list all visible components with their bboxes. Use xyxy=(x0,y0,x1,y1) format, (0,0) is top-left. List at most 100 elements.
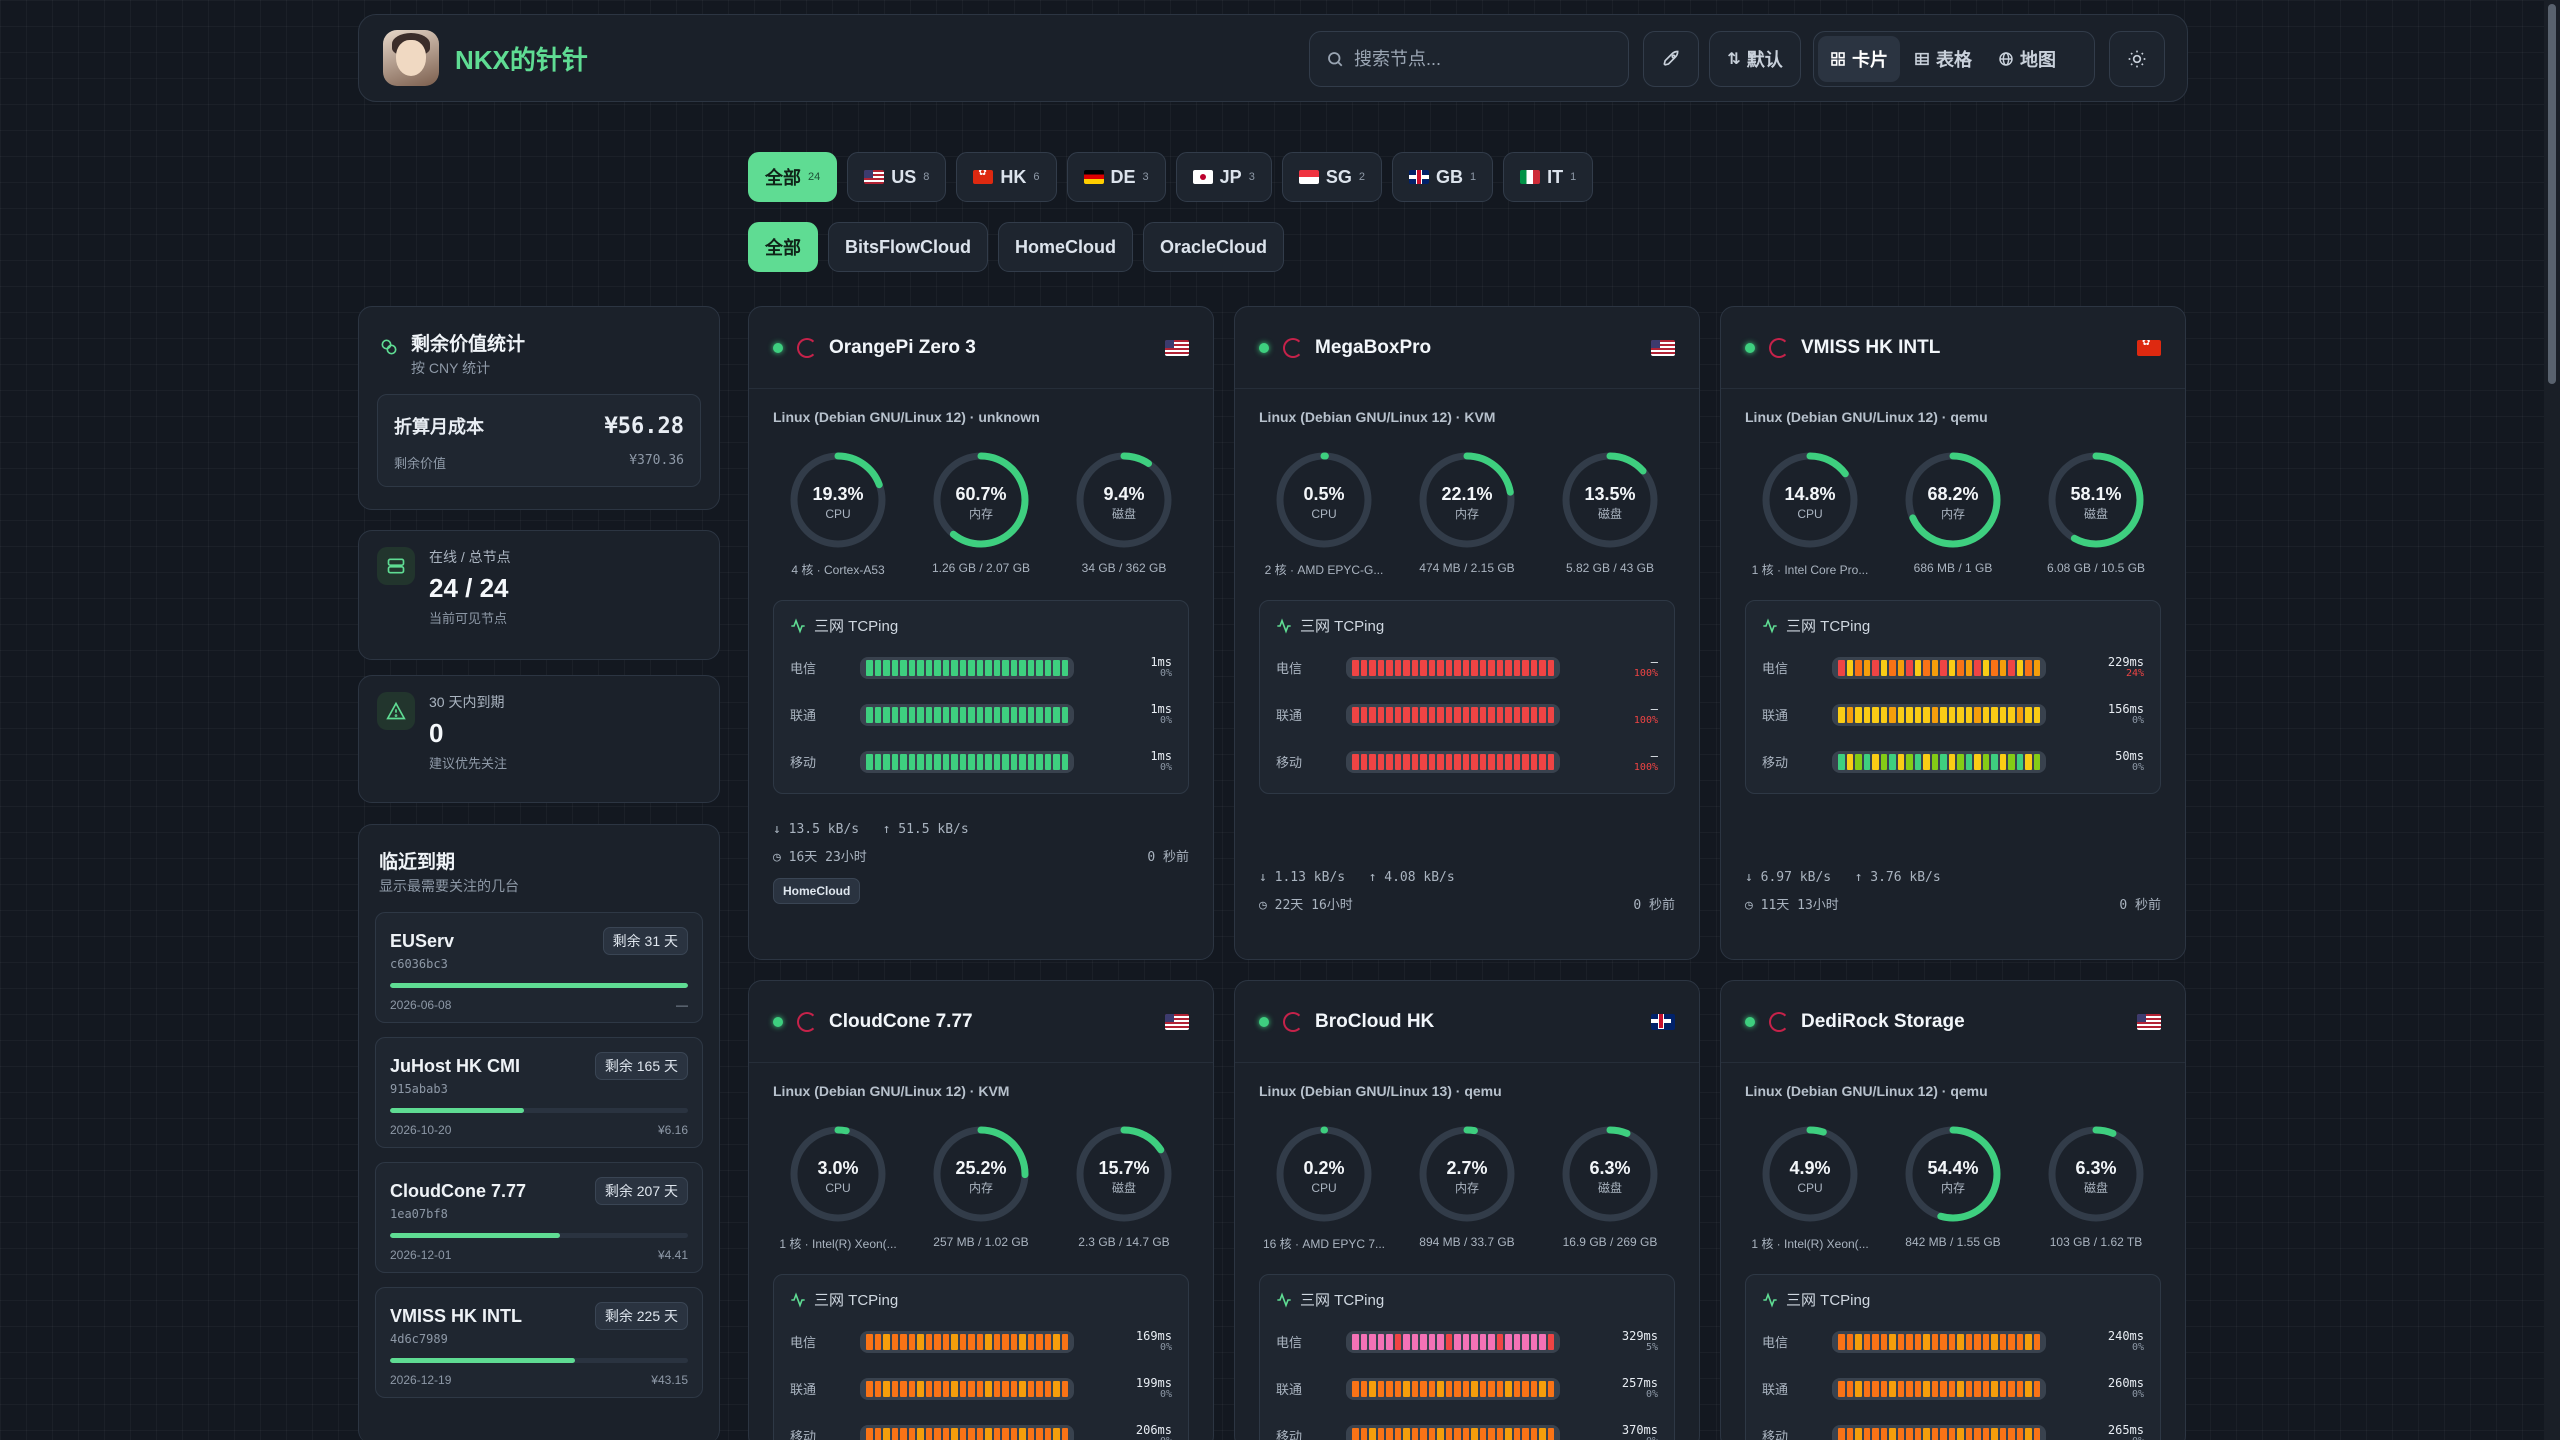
cpu-gauge-arc xyxy=(790,1126,886,1222)
node-name: DediRock Storage xyxy=(1801,1010,1965,1032)
days-left-badge: 剩余 225 天 xyxy=(594,1302,688,1330)
group-chip[interactable]: HomeCloud xyxy=(997,222,1133,272)
ping-sample-bar xyxy=(1974,1427,1981,1440)
search-box[interactable] xyxy=(1309,31,1629,87)
region-chip-all[interactable]: 全部 24 xyxy=(748,152,838,202)
ping-sample-bar xyxy=(942,1427,949,1440)
region-chip-hk[interactable]: HK 6 xyxy=(956,152,1057,202)
remaining-progress-fill xyxy=(390,1358,575,1363)
ping-sample-bar xyxy=(1053,1333,1060,1350)
cpu-gauge-arc xyxy=(1762,452,1858,548)
node-card[interactable]: OrangePi Zero 3 Linux (Debian GNU/Linux 1… xyxy=(748,306,1214,960)
node-card[interactable]: CloudCone 7.77 Linux (Debian GNU/Linux 12… xyxy=(748,980,1214,1440)
group-chip[interactable]: BitsFlowCloud xyxy=(828,222,988,272)
last-update: 0 秒前 xyxy=(1633,897,1675,913)
upcoming-item[interactable]: EUServ 剩余 31 天 c6036bc3 2026-06-08 — xyxy=(375,912,703,1023)
ping-sample-bar xyxy=(934,1333,941,1350)
region-chip-us[interactable]: US 8 xyxy=(847,152,947,202)
rocket-button[interactable] xyxy=(1643,31,1699,87)
cpu-gauge: 4.9% CPU xyxy=(1762,1126,1858,1222)
view-table-button[interactable]: 表格 xyxy=(1902,36,1984,82)
node-card[interactable]: VMISS HK INTL Linux (Debian GNU/Linux 12)… xyxy=(1720,306,2186,960)
mem-gauge-arc xyxy=(1419,1126,1515,1222)
ping-sample-bar xyxy=(2008,1427,2015,1440)
mem-percent: 22.1% xyxy=(1441,484,1492,504)
region-chip-it[interactable]: IT 1 xyxy=(1503,152,1594,202)
ping-sample-bar xyxy=(1437,706,1444,723)
view-map-button[interactable]: 地图 xyxy=(1986,36,2068,82)
ping-sample-bar xyxy=(1369,753,1376,770)
expiry-date: 2026-06-08 xyxy=(390,998,452,1012)
region-chip-jp[interactable]: JP 3 xyxy=(1175,152,1272,202)
avatar[interactable] xyxy=(383,30,439,86)
ping-sample-bar xyxy=(1880,706,1887,723)
upload-speed: 51.5 kB/s xyxy=(898,821,969,837)
monthly-cost-value: ¥56.28 xyxy=(604,413,684,439)
region-chip-de[interactable]: DE 3 xyxy=(1066,152,1166,202)
sun-icon xyxy=(2128,50,2146,68)
online-panel: 在线 / 总节点 24 / 24 当前可见节点 xyxy=(358,530,720,660)
upcoming-item[interactable]: VMISS HK INTL 剩余 225 天 4d6c7989 2026-12-19 ¥… xyxy=(375,1287,703,1398)
node-name: MegaBoxPro xyxy=(1315,336,1432,358)
ping-sample-bar xyxy=(1897,1427,1904,1440)
group-tag[interactable]: HomeCloud xyxy=(773,878,861,904)
ping-sample-bar xyxy=(1863,753,1870,770)
theme-toggle-button[interactable] xyxy=(2109,31,2165,87)
node-card[interactable]: MegaBoxPro Linux (Debian GNU/Linux 12) · … xyxy=(1234,306,1700,960)
ping-latency: 1ms xyxy=(1150,701,1172,716)
upcoming-item-id: 1ea07bf8 xyxy=(390,1207,448,1221)
site-title[interactable]: NKX的针针 xyxy=(455,44,588,75)
activity-icon xyxy=(1277,617,1291,634)
upcoming-item[interactable]: CloudCone 7.77 剩余 207 天 1ea07bf8 2026-12-01… xyxy=(375,1162,703,1273)
ping-sample-bar xyxy=(1010,1427,1017,1440)
search-input[interactable] xyxy=(1354,48,1604,70)
sort-button[interactable]: ⇅ 默认 xyxy=(1709,31,1801,87)
group-chip[interactable]: 全部 xyxy=(748,222,818,272)
ping-sample-bar xyxy=(1479,706,1486,723)
ping-sample-bar xyxy=(1957,753,1964,770)
rocket-icon xyxy=(1663,50,1679,66)
region-chip-sg[interactable]: SG 2 xyxy=(1281,152,1382,202)
region-chip-count: 8 xyxy=(923,171,930,183)
scrollbar-thumb[interactable] xyxy=(2548,4,2556,384)
node-card[interactable]: DediRock Storage Linux (Debian GNU/Linux … xyxy=(1720,980,2186,1440)
days-left-badge: 剩余 165 天 xyxy=(594,1052,688,1080)
ping-sample-bar xyxy=(1880,659,1887,676)
mem-label: 内存 xyxy=(1941,507,1965,521)
tcping-row: 电信 329ms 5% xyxy=(1276,1318,1658,1365)
node-card[interactable]: BroCloud HK Linux (Debian GNU/Linux 13) ·… xyxy=(1234,980,1700,1440)
value-stats-subtitle: 按 CNY 统计 xyxy=(411,360,491,376)
scrollbar[interactable] xyxy=(2544,0,2560,1440)
ping-sample-bar xyxy=(976,1427,983,1440)
ping-history-bars xyxy=(1832,1377,2046,1400)
disk-gauge-arc xyxy=(1562,452,1658,548)
cpu-detail: 16 核 · AMD EPYC 7... xyxy=(1262,1237,1386,1251)
cpu-gauge: 0.5% CPU xyxy=(1276,452,1372,548)
ping-sample-bar xyxy=(866,1333,873,1350)
ping-sample-bar xyxy=(874,659,881,676)
ping-sample-bar xyxy=(908,1427,915,1440)
ping-sample-bar xyxy=(883,659,890,676)
ping-sample-bar xyxy=(1940,1380,1947,1397)
days-left-badge: 剩余 207 天 xyxy=(594,1177,688,1205)
ping-sample-bar xyxy=(1872,659,1879,676)
mem-percent: 2.7% xyxy=(1446,1158,1487,1178)
ping-latency: 370ms xyxy=(1621,1422,1658,1437)
upcoming-item[interactable]: JuHost HK CMI 剩余 165 天 915abab3 2026-10-20 ¥… xyxy=(375,1037,703,1148)
ping-sample-bar xyxy=(1002,1333,1009,1350)
ping-sample-bar xyxy=(993,706,1000,723)
ping-sample-bar xyxy=(1897,659,1904,676)
ping-sample-bar xyxy=(934,1380,941,1397)
tcping-row: 联通 —100% xyxy=(1276,691,1658,738)
region-chip-gb[interactable]: GB 1 xyxy=(1391,152,1494,202)
node-os: Linux (Debian GNU/Linux 12) · qemu xyxy=(1745,1083,1988,1099)
ping-sample-bar xyxy=(1846,1333,1853,1350)
view-card-button[interactable]: 卡片 xyxy=(1818,36,1900,82)
group-chip[interactable]: OracleCloud xyxy=(1142,222,1285,272)
isp-label: 电信 xyxy=(1762,661,1789,676)
search-icon xyxy=(1328,52,1343,67)
ping-sample-bar xyxy=(2016,706,2023,723)
remaining-progress-bar xyxy=(390,983,688,988)
ping-history-bars xyxy=(1832,703,2046,726)
disk-percent: 58.1% xyxy=(2070,484,2121,504)
